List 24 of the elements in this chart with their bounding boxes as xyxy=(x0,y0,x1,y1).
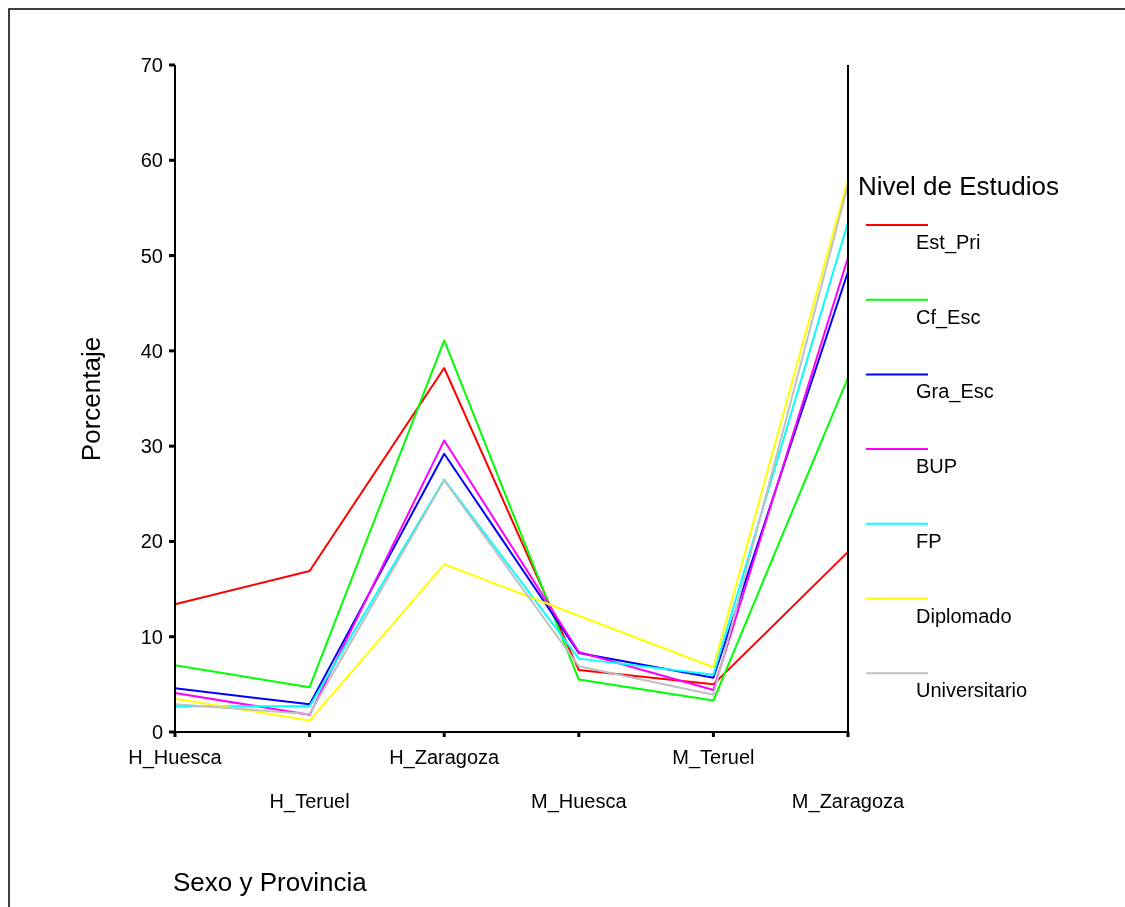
y-tick-label: 60 xyxy=(140,149,163,172)
y-tick-label: 40 xyxy=(140,339,163,362)
x-tick-label: H_Huesca xyxy=(128,746,223,769)
x-tick-label: H_Teruel xyxy=(269,790,350,813)
legend-label: Universitario xyxy=(916,679,1028,702)
y-tick-label: 70 xyxy=(140,54,163,76)
legend-label: Gra_Esc xyxy=(916,380,994,404)
legend-label: Diplomado xyxy=(916,604,1012,627)
legend-label: Est_Pri xyxy=(916,231,981,254)
x-tick-label: M_Zaragoza xyxy=(791,790,906,813)
y-tick-label: 20 xyxy=(140,530,163,553)
legend-label: Cf_Esc xyxy=(916,305,981,329)
x-tick-label: M_Teruel xyxy=(672,746,755,769)
legend-label: FP xyxy=(916,529,942,552)
x-axis-title: Sexo y Provincia xyxy=(173,867,368,897)
x-tick-label: M_Huesca xyxy=(531,790,628,813)
y-tick-label: 30 xyxy=(140,435,163,458)
y-tick-label: 50 xyxy=(140,244,163,267)
legend-title: Nivel de Estudios xyxy=(858,171,1059,201)
legend-label: BUP xyxy=(916,455,958,478)
y-tick-label: 0 xyxy=(151,721,163,743)
y-axis-title: Porcentaje xyxy=(76,336,106,462)
y-tick-label: 10 xyxy=(140,625,163,648)
x-tick-label: H_Zaragoza xyxy=(389,746,501,769)
